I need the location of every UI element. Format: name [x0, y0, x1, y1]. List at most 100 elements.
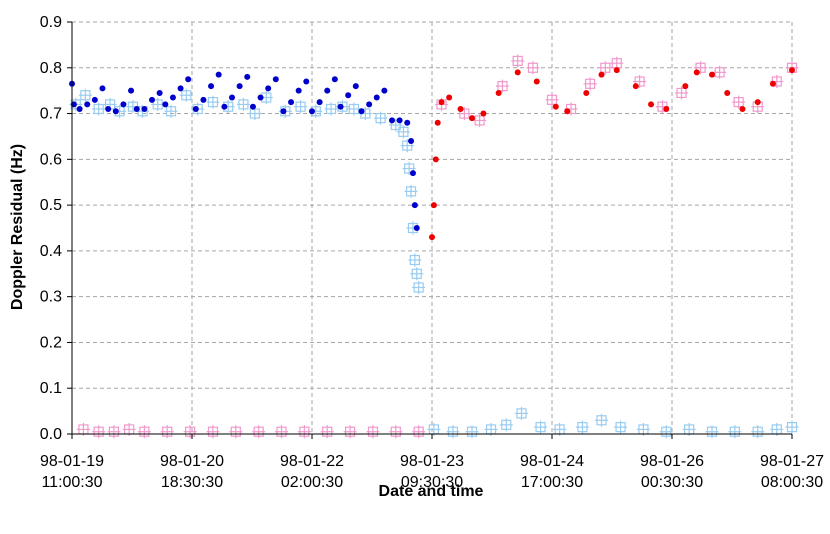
x-tick-label-date: 98-01-20 — [160, 453, 224, 470]
data-point — [408, 253, 422, 267]
data-point — [149, 96, 155, 103]
data-point — [257, 94, 264, 101]
data-point — [446, 94, 453, 101]
data-point — [229, 425, 243, 439]
data-point — [112, 108, 119, 115]
data-point — [162, 101, 169, 108]
data-point — [352, 83, 359, 90]
data-point — [128, 87, 135, 94]
data-point — [374, 111, 388, 125]
data-point — [320, 425, 334, 439]
x-tick-label-time: 00:30:30 — [641, 474, 703, 491]
data-point — [76, 105, 83, 112]
data-point — [583, 77, 597, 91]
data-point — [183, 425, 197, 439]
data-point — [84, 101, 91, 108]
data-point — [389, 117, 395, 124]
data-point — [465, 425, 479, 439]
data-point — [345, 92, 352, 99]
data-point — [614, 420, 628, 434]
data-point — [366, 101, 373, 108]
y-tick-label: 0.2 — [40, 334, 62, 351]
data-point — [613, 67, 620, 74]
data-point — [404, 119, 411, 126]
data-point — [92, 425, 106, 439]
data-point — [659, 425, 673, 439]
data-point — [724, 89, 731, 96]
data-point — [91, 96, 98, 103]
data-point — [324, 87, 331, 94]
data-point — [99, 85, 106, 92]
data-point — [408, 138, 415, 145]
y-tick-label: 0.1 — [40, 380, 62, 397]
data-point — [208, 83, 215, 90]
data-point — [511, 54, 525, 68]
data-point — [663, 105, 670, 112]
data-point — [331, 76, 338, 83]
data-point — [249, 103, 256, 110]
data-point — [789, 67, 795, 74]
data-point — [316, 99, 323, 106]
data-point — [739, 105, 746, 112]
x-tick-label-time: 11:00:30 — [41, 474, 102, 491]
y-tick-label: 0.9 — [40, 14, 62, 31]
data-point — [373, 94, 380, 101]
x-tick-label-time: 18:30:30 — [161, 474, 223, 491]
data-point — [457, 107, 471, 121]
data-point — [275, 425, 289, 439]
data-point — [120, 101, 127, 108]
data-point — [343, 425, 357, 439]
data-point — [430, 202, 437, 209]
data-point — [412, 425, 426, 439]
data-point — [495, 89, 502, 96]
data-point — [515, 406, 529, 420]
data-point — [294, 100, 308, 114]
data-point — [236, 97, 250, 111]
x-tick-label-date: 98-01-19 — [40, 453, 104, 470]
data-point — [252, 425, 266, 439]
data-point — [410, 267, 424, 281]
data-point — [732, 95, 746, 109]
data-point — [141, 105, 148, 112]
data-point — [265, 85, 272, 92]
data-point — [693, 69, 700, 76]
x-tick-label-date: 98-01-26 — [640, 453, 704, 470]
data-point — [583, 89, 590, 96]
y-tick-label: 0.3 — [40, 289, 62, 306]
x-tick-label-time: 08:00:30 — [761, 474, 823, 491]
data-point — [280, 108, 287, 115]
data-point — [598, 71, 605, 78]
data-point — [229, 94, 235, 101]
data-point — [533, 78, 540, 85]
data-point — [156, 89, 163, 96]
x-tick-label-date: 98-01-27 — [760, 453, 824, 470]
data-point — [381, 87, 388, 94]
data-point — [598, 61, 612, 75]
data-point — [495, 79, 509, 93]
data-point — [632, 83, 639, 90]
data-point — [446, 425, 460, 439]
data-point — [358, 108, 365, 115]
x-tick-label-date: 98-01-22 — [280, 453, 344, 470]
data-point — [78, 88, 92, 102]
data-point — [409, 170, 416, 177]
data-point — [751, 425, 765, 439]
y-tick-label: 0.5 — [40, 197, 62, 214]
data-point — [429, 234, 435, 241]
data-point — [633, 75, 647, 89]
data-point — [411, 202, 418, 209]
data-point — [236, 83, 243, 90]
data-point — [514, 69, 521, 76]
data-point — [347, 102, 361, 116]
data-point — [200, 96, 207, 103]
y-tick-label: 0.8 — [40, 60, 62, 77]
data-point — [309, 108, 315, 115]
data-point — [404, 184, 418, 198]
data-point — [337, 103, 344, 110]
data-point — [432, 156, 439, 163]
data-point — [694, 61, 708, 75]
data-point — [402, 161, 416, 175]
data-point — [185, 76, 192, 83]
data-point — [288, 99, 295, 106]
